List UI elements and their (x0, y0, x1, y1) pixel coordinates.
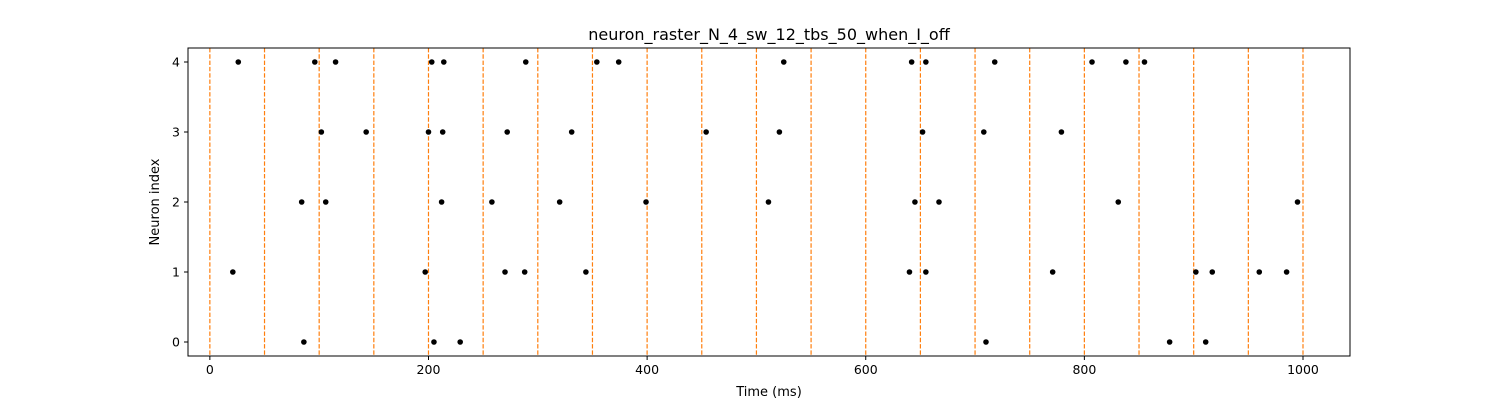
spike-point (908, 59, 915, 65)
spike-point (522, 59, 529, 65)
spike-point (556, 199, 563, 205)
spike-point (318, 129, 325, 135)
spike-point (1141, 59, 1148, 65)
spike-point (521, 269, 528, 275)
spike-point (919, 129, 926, 135)
spike-point (1256, 269, 1263, 275)
spike-point (363, 129, 369, 135)
x-axis-label: Time (ms) (735, 385, 802, 400)
spike-point (1193, 269, 1199, 275)
spike-point (1166, 339, 1173, 345)
spike-point (428, 59, 435, 65)
spike-point (912, 199, 918, 205)
chart-title: neuron_raster_N_4_sw_12_tbs_50_when_I_of… (588, 25, 950, 45)
spike-point (981, 129, 987, 135)
spike-point (439, 129, 446, 135)
spike-point (322, 199, 329, 205)
spike-point (504, 129, 510, 135)
spike-point (1294, 199, 1301, 205)
spike-point (425, 129, 432, 135)
spike-point (298, 199, 305, 205)
spike-point (1202, 339, 1209, 345)
spike-point (1058, 129, 1065, 135)
spike-point (703, 129, 709, 135)
spike-point (1115, 199, 1122, 205)
x-tick-label: 200 (417, 362, 441, 377)
y-axis-label: Neuron index (148, 158, 163, 245)
spike-point (332, 59, 339, 65)
spike-point (1123, 59, 1129, 65)
spike-point (765, 199, 772, 205)
spike-point (923, 59, 929, 65)
spike-point (991, 59, 998, 65)
spike-point (923, 269, 929, 275)
spike-point (230, 269, 236, 275)
spike-point (1209, 269, 1216, 275)
spike-point (1049, 269, 1056, 275)
spike-point (936, 199, 942, 205)
y-tick-label: 1 (172, 265, 180, 280)
spike-point (235, 59, 242, 65)
spike-point (983, 339, 989, 345)
spike-point (1089, 59, 1095, 65)
plot-area: 0 200 400 600 800 1000 0 1 2 3 4 (172, 47, 1351, 377)
spike-point (312, 59, 318, 65)
spike-point (615, 59, 622, 65)
spike-point (643, 199, 649, 205)
spike-point (440, 59, 447, 65)
spike-point (1283, 269, 1290, 275)
spike-point (489, 199, 495, 205)
spike-point (422, 269, 429, 275)
spike-point (780, 59, 787, 65)
y-tick-label: 4 (172, 55, 180, 70)
spike-point (583, 269, 589, 275)
spike-point (438, 199, 445, 205)
spike-point (457, 339, 463, 345)
spike-point (301, 339, 307, 345)
spike-point (431, 339, 437, 345)
spike-point (776, 129, 783, 135)
y-tick-label: 2 (172, 195, 180, 210)
y-tick-label: 3 (172, 125, 180, 140)
spike-point (568, 129, 575, 135)
x-tick-label: 400 (635, 362, 659, 377)
x-tick-label: 600 (854, 362, 878, 377)
x-tick-label: 1000 (1287, 362, 1319, 377)
x-tick-label: 0 (206, 362, 214, 377)
y-tick-label: 0 (172, 335, 180, 350)
spike-point (594, 59, 600, 65)
x-tick-label: 800 (1072, 362, 1096, 377)
spike-point (906, 269, 913, 275)
spike-point (502, 269, 508, 275)
